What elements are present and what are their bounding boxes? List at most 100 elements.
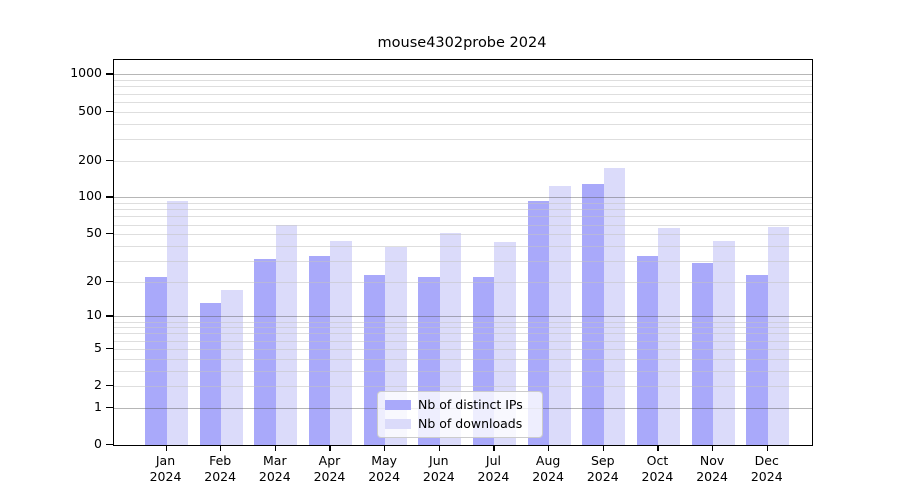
- bar-distinct-ips-aug: [527, 201, 550, 445]
- x-tick-year: 2024: [477, 469, 510, 484]
- minor-gridline: [114, 348, 812, 350]
- x-tick-year: 2024: [532, 469, 565, 484]
- minor-gridline: [114, 386, 812, 388]
- x-tick-label-dec: Dec 2024: [735, 453, 799, 485]
- minor-gridline: [114, 209, 812, 211]
- minor-gridline: [114, 224, 812, 226]
- bar-downloads-mar: [275, 225, 298, 445]
- minor-gridline: [114, 203, 812, 205]
- y-tick-mark: [106, 385, 113, 387]
- minor-gridline: [114, 216, 812, 218]
- y-tick-label: 50: [86, 225, 102, 241]
- minor-gridline: [114, 138, 812, 140]
- x-tick-mark: [220, 445, 222, 452]
- y-tick-mark: [106, 406, 113, 409]
- x-tick-year: 2024: [204, 469, 237, 484]
- minor-gridline: [114, 234, 812, 236]
- minor-gridline: [114, 281, 812, 283]
- x-tick-label-jul: Jul 2024: [461, 453, 525, 485]
- minor-gridline: [114, 93, 812, 95]
- bar-distinct-ips-dec: [746, 274, 768, 445]
- y-tick-mark: [106, 73, 113, 75]
- x-tick-mark: [165, 445, 167, 452]
- legend-label-distinct-ips: Nb of distinct IPs: [418, 397, 523, 412]
- x-tick-year: 2024: [149, 469, 182, 484]
- x-tick-mark: [548, 445, 550, 452]
- major-gridline: [114, 197, 812, 199]
- legend: Nb of distinct IPs Nb of downloads: [377, 391, 543, 438]
- legend-swatch-downloads: [385, 419, 411, 429]
- y-tick-mark: [106, 159, 113, 161]
- minor-gridline: [114, 160, 812, 162]
- legend-label-downloads: Nb of downloads: [418, 416, 523, 431]
- x-tick-label-aug: Aug 2024: [516, 453, 580, 485]
- y-tick-mark: [106, 280, 113, 282]
- legend-entry-distinct-ips: Nb of distinct IPs: [378, 398, 542, 412]
- bar-downloads-aug: [549, 186, 571, 445]
- x-tick-year: 2024: [313, 469, 346, 484]
- x-tick-mark: [274, 445, 277, 452]
- x-tick-mark: [766, 445, 769, 452]
- minor-gridline: [114, 101, 812, 103]
- y-tick-mark: [106, 347, 113, 350]
- x-tick-mark: [602, 445, 605, 452]
- minor-gridline: [114, 111, 812, 113]
- major-gridline: [114, 316, 812, 318]
- y-tick-mark: [106, 315, 113, 317]
- minor-gridline: [114, 333, 812, 335]
- x-tick-year: 2024: [696, 469, 728, 484]
- x-tick-year: 2024: [368, 469, 401, 484]
- y-tick-label: 2: [94, 377, 102, 393]
- minor-gridline: [114, 80, 812, 82]
- y-tick-label: 1000: [70, 65, 102, 81]
- x-tick-year: 2024: [258, 469, 291, 484]
- minor-gridline: [114, 327, 812, 329]
- bar-distinct-ips-apr: [308, 255, 331, 445]
- major-gridline: [114, 74, 812, 76]
- minor-gridline: [114, 123, 812, 125]
- y-tick-label: 100: [78, 188, 102, 204]
- bar-downloads-apr: [330, 240, 352, 445]
- bar-downloads-dec: [767, 227, 790, 445]
- y-tick-label: 10: [86, 307, 102, 323]
- y-tick-mark: [106, 233, 113, 235]
- y-tick-mark: [106, 110, 113, 112]
- x-tick-mark: [384, 445, 386, 452]
- y-tick-label: 200: [78, 151, 102, 167]
- minor-gridline: [114, 245, 812, 247]
- minor-gridline: [114, 321, 812, 323]
- y-tick-label: 0: [94, 436, 102, 451]
- x-tick-mark: [493, 445, 495, 452]
- x-tick-label-apr: Apr 2024: [297, 453, 361, 485]
- x-tick-mark: [438, 445, 441, 452]
- x-tick-year: 2024: [641, 469, 674, 484]
- bar-downloads-jan: [166, 201, 188, 445]
- bar-distinct-ips-jan: [145, 276, 167, 445]
- minor-gridline: [114, 370, 812, 372]
- x-tick-label-jun: Jun 2024: [407, 453, 471, 485]
- y-tick-mark: [106, 196, 113, 198]
- y-tick-label: 20: [86, 272, 102, 288]
- y-tick-label: 1: [94, 398, 102, 414]
- chart-title: mouse4302probe 2024: [377, 35, 547, 51]
- x-tick-mark: [329, 445, 331, 452]
- y-tick-label: 500: [78, 102, 102, 118]
- y-tick-label: 5: [94, 339, 102, 355]
- y-tick-mark: [106, 444, 113, 446]
- bar-distinct-ips-mar: [254, 259, 276, 445]
- x-tick-year: 2024: [586, 469, 619, 484]
- x-tick-label-sep: Sep 2024: [571, 453, 635, 485]
- minor-gridline: [114, 86, 812, 88]
- bar-distinct-ips-feb: [199, 303, 222, 445]
- x-tick-label-mar: Mar 2024: [243, 453, 307, 485]
- x-tick-label-may: May 2024: [352, 453, 416, 485]
- x-tick-year: 2024: [750, 469, 783, 484]
- x-tick-label-feb: Feb 2024: [188, 453, 252, 485]
- x-tick-year: 2024: [422, 469, 455, 484]
- legend-entry-downloads: Nb of downloads: [378, 417, 542, 431]
- x-tick-mark: [712, 445, 714, 452]
- bar-distinct-ips-oct: [636, 255, 659, 445]
- minor-gridline: [114, 358, 812, 360]
- bar-distinct-ips-nov: [691, 262, 714, 445]
